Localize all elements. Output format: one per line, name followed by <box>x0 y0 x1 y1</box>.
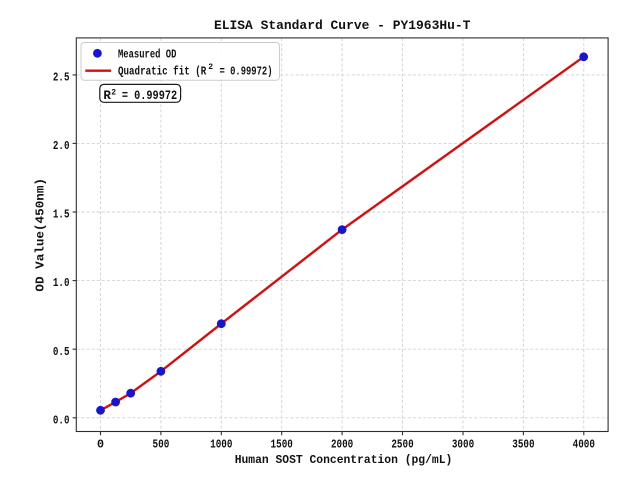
svg-text:2.0: 2.0 <box>53 139 70 153</box>
svg-text:0: 0 <box>97 437 104 451</box>
svg-text:500: 500 <box>153 437 170 451</box>
svg-text:4000: 4000 <box>573 437 595 451</box>
svg-text:R: R <box>103 89 111 103</box>
svg-text:2: 2 <box>111 88 116 97</box>
svg-text:1.5: 1.5 <box>53 208 70 222</box>
svg-text:2500: 2500 <box>391 437 413 451</box>
svg-text:= 0.99972: = 0.99972 <box>122 89 177 103</box>
svg-text:Quadratic fit (R: Quadratic fit (R <box>118 65 206 78</box>
svg-text:2.5: 2.5 <box>53 71 70 85</box>
svg-text:0.0: 0.0 <box>53 413 70 427</box>
svg-text:Human SOST Concentration (pg/m: Human SOST Concentration (pg/mL) <box>235 453 453 467</box>
svg-text:0.5: 0.5 <box>53 345 70 359</box>
svg-text:Measured OD: Measured OD <box>118 49 176 62</box>
svg-text:ELISA Standard Curve - PY1963H: ELISA Standard Curve - PY1963Hu-T <box>214 18 471 33</box>
svg-text:1000: 1000 <box>210 437 232 451</box>
svg-text:2: 2 <box>208 63 213 72</box>
svg-text:3000: 3000 <box>452 437 474 451</box>
svg-text:1500: 1500 <box>271 437 293 451</box>
svg-text:OD Value(450nm): OD Value(450nm) <box>34 178 48 292</box>
svg-text:3500: 3500 <box>512 437 534 451</box>
svg-text:2000: 2000 <box>331 437 353 451</box>
svg-text:1.0: 1.0 <box>53 276 70 290</box>
svg-text:= 0.99972): = 0.99972) <box>220 65 273 78</box>
